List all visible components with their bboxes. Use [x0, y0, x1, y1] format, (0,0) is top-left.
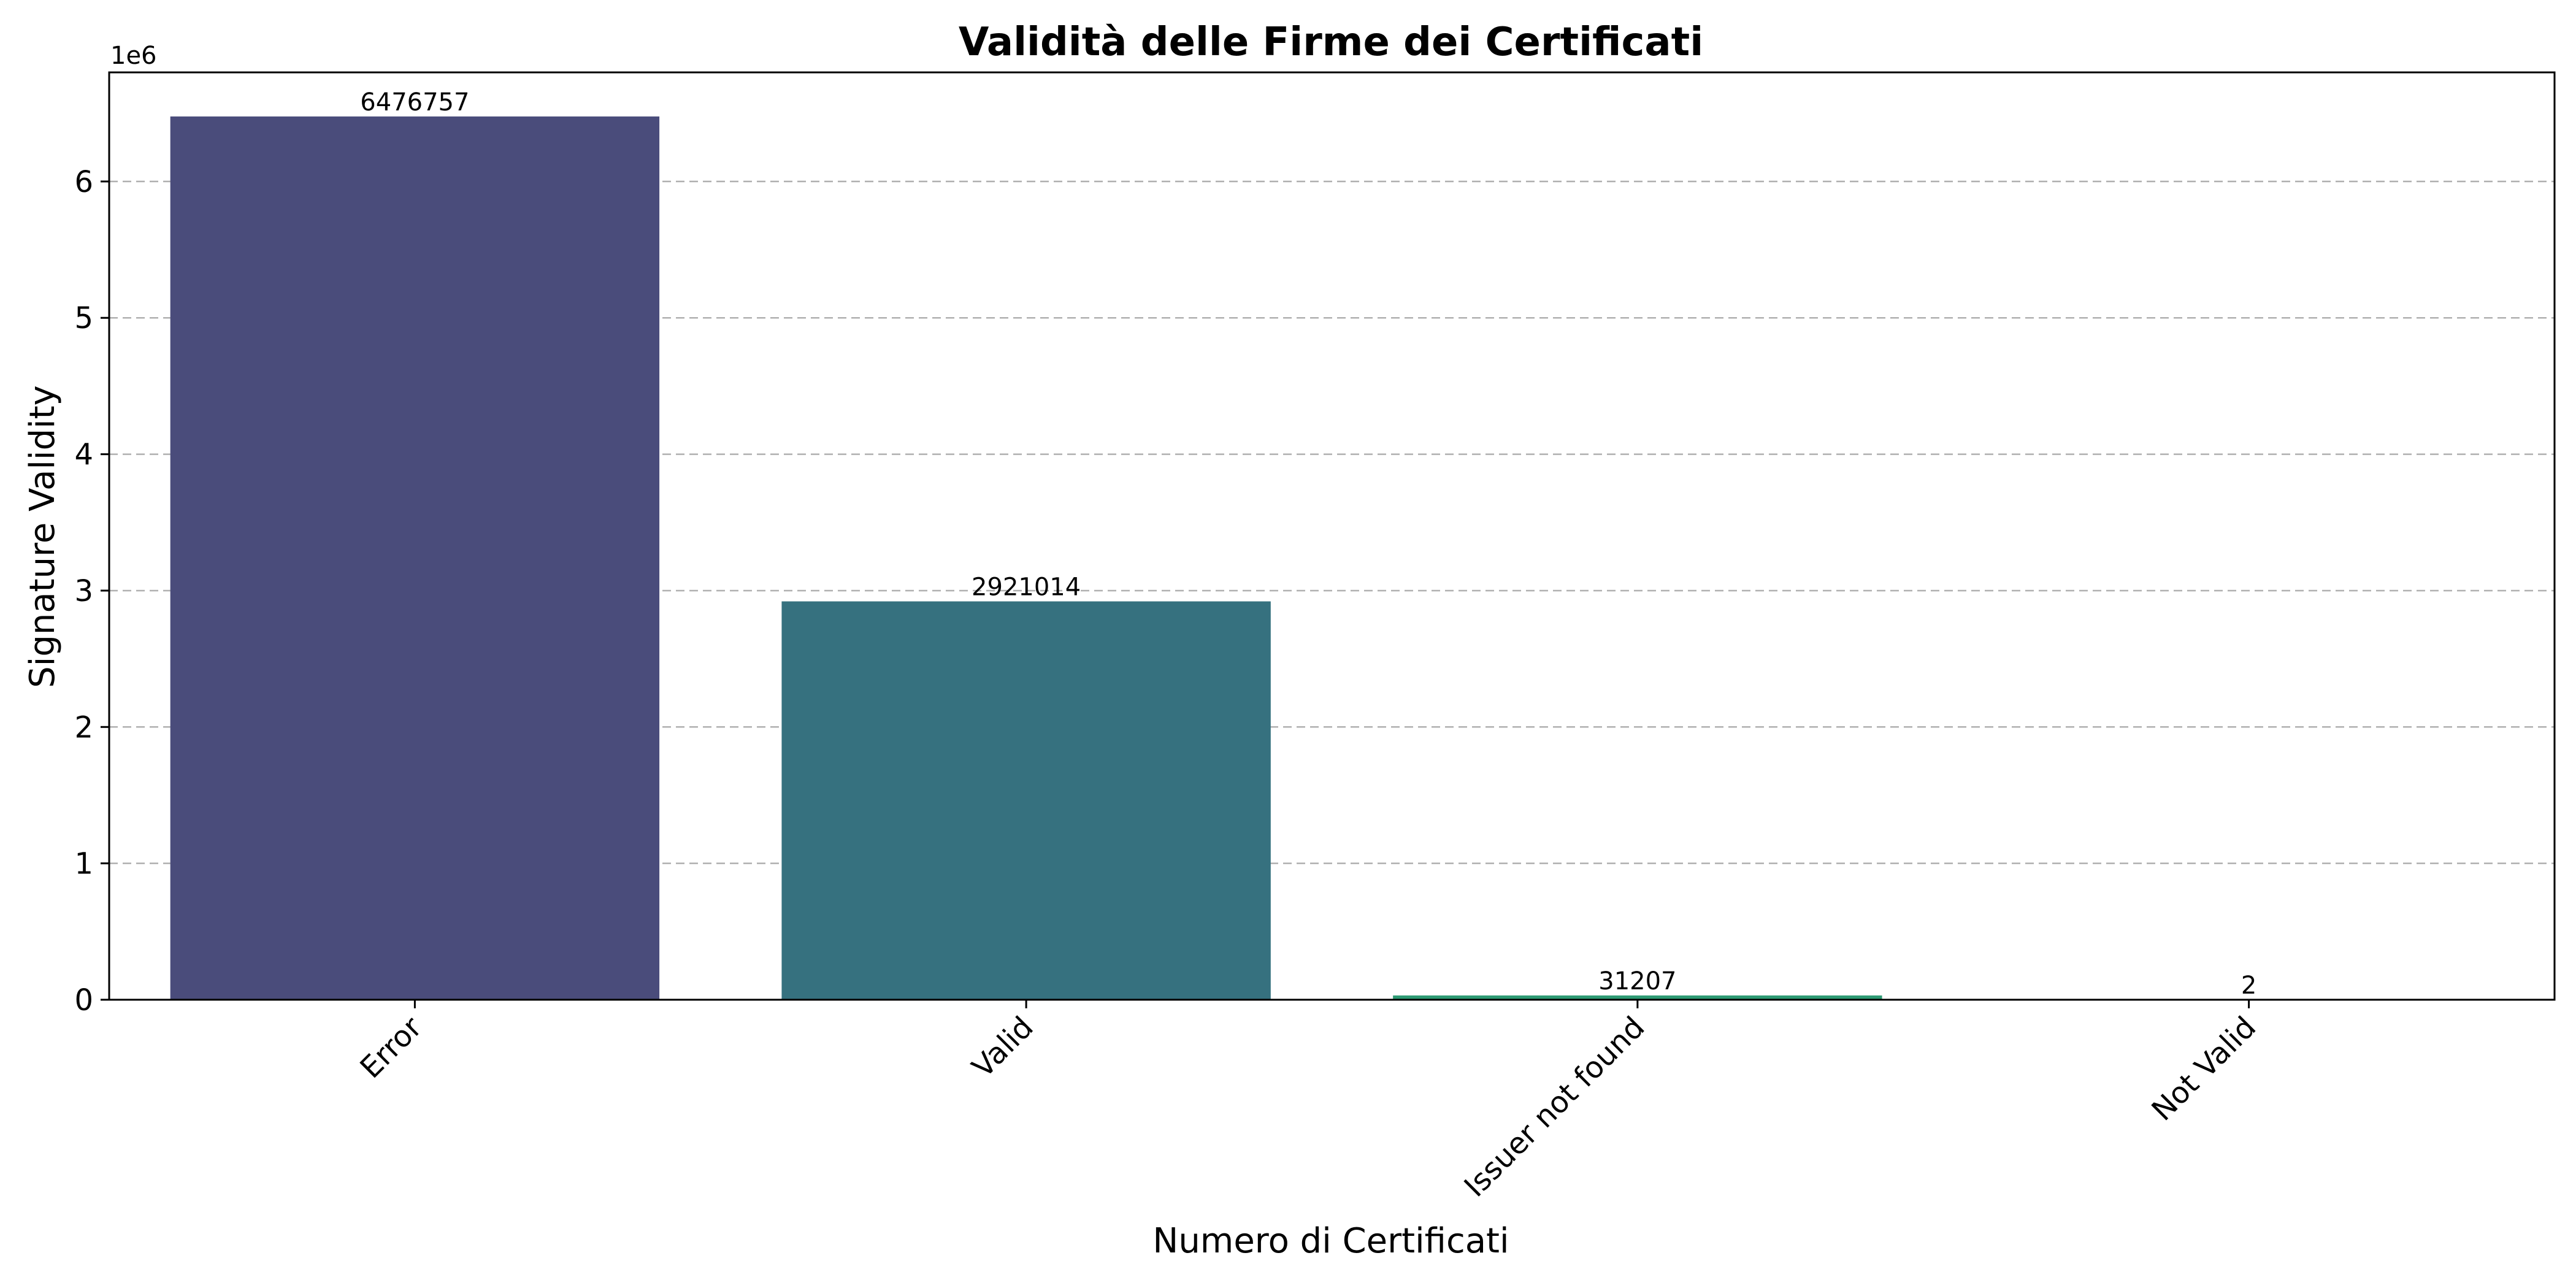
data-label: 2	[2241, 972, 2256, 1000]
data-label: 2921014	[972, 573, 1081, 602]
bar-issuer-not-found	[1393, 995, 1882, 1000]
y-tick-label: 4	[74, 438, 93, 472]
y-tick-label: 3	[74, 574, 93, 608]
bars	[170, 116, 2494, 1000]
y-tick-label: 6	[74, 165, 93, 199]
bar-error	[170, 116, 660, 1000]
y-tick-label: 5	[74, 301, 93, 335]
y-tick-label: 2	[74, 710, 93, 745]
y-axis-ticks: 0 1 2 3 4 5 6	[74, 165, 109, 1018]
chart-title: Validità delle Firme dei Certificati	[959, 20, 1703, 65]
data-labels: 6476757 2921014 31207 2	[360, 88, 2256, 1000]
x-axis-label: Numero di Certificati	[1152, 1221, 1509, 1261]
data-label: 6476757	[360, 88, 469, 117]
y-tick-label: 0	[74, 983, 93, 1018]
data-label: 31207	[1598, 967, 1676, 995]
y-axis-label: Signature Validity	[23, 385, 63, 688]
y-tick-label: 1	[74, 847, 93, 881]
y-axis-offset-label: 1e6	[110, 42, 157, 70]
bar-valid	[781, 601, 1271, 1000]
plot-frame	[108, 71, 2556, 1001]
